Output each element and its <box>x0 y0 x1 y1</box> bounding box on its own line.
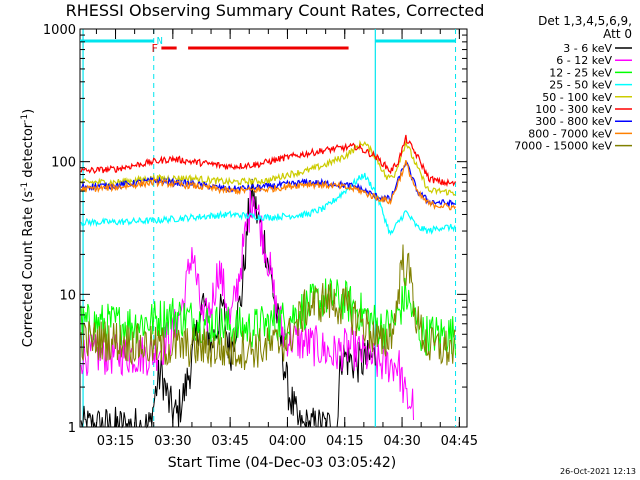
legend-entry-label: 100 - 300 keV <box>535 103 612 116</box>
flare-flag-label: F <box>151 42 158 55</box>
y-axis-label-sup2: -1 <box>20 114 30 123</box>
y-axis-label-end: ) <box>21 109 36 114</box>
x-tick-label: 03:30 <box>154 434 191 449</box>
legend-entry-label: 12 - 25 keV <box>549 66 612 79</box>
legend-entry-label: 6 - 12 keV <box>556 54 612 67</box>
timestamp: 26-Oct-2021 12:13 <box>560 467 636 476</box>
x-tick-label: 03:45 <box>211 434 248 449</box>
series-line <box>80 139 456 196</box>
legend-entry-label: 50 - 100 keV <box>542 91 612 104</box>
plot-frame <box>79 28 468 428</box>
series-line <box>80 244 456 371</box>
night-flag-label: N <box>157 36 163 47</box>
y-tick-label: 1 <box>68 421 76 436</box>
y-axis-label-mid: detector <box>21 122 36 182</box>
y-axis-label-sup1: -1 <box>20 182 30 191</box>
y-axis: 1 10 100 1000 <box>43 23 467 436</box>
y-tick-label: 100 <box>51 156 76 171</box>
legend-entry-label: 25 - 50 keV <box>549 79 612 92</box>
x-axis-label: Start Time (04-Dec-03 03:05:42) <box>168 455 396 471</box>
legend-entry-label: 800 - 7000 keV <box>528 127 612 140</box>
x-axis: 03:15 03:30 03:45 04:00 04:15 04:30 04:45 <box>95 29 478 449</box>
series-line <box>80 134 457 188</box>
y-tick-label: 10 <box>59 288 76 303</box>
x-tick-label: 04:30 <box>383 434 420 449</box>
series-layer <box>80 134 457 429</box>
x-tick-label: 04:00 <box>269 434 306 449</box>
x-tick-label: 03:15 <box>97 434 134 449</box>
x-tick-label: 04:45 <box>441 434 478 449</box>
x-tick-label: 04:15 <box>326 434 363 449</box>
series-line <box>80 178 376 429</box>
legend-entry-label: 7000 - 15000 keV <box>514 140 612 153</box>
legend-entry-label: 300 - 800 keV <box>535 115 612 128</box>
legend-entry-label: 3 - 6 keV <box>563 42 612 55</box>
series-line <box>80 277 456 356</box>
series-line <box>80 172 456 236</box>
series-line <box>80 188 414 421</box>
series-line <box>80 159 457 211</box>
y-axis-label: Corrected Count Rate (s-1 detector-1) <box>20 109 36 347</box>
legend-header-line2: Att 0 <box>603 27 632 41</box>
y-axis-label-main: Corrected Count Rate (s <box>21 191 36 348</box>
y-tick-label: 1000 <box>43 23 76 38</box>
flag-bars: NF <box>80 36 456 55</box>
legend-header-line1: Det 1,3,4,5,6,9, <box>538 14 632 28</box>
chart-title: RHESSI Observing Summary Count Rates, Co… <box>66 1 485 20</box>
